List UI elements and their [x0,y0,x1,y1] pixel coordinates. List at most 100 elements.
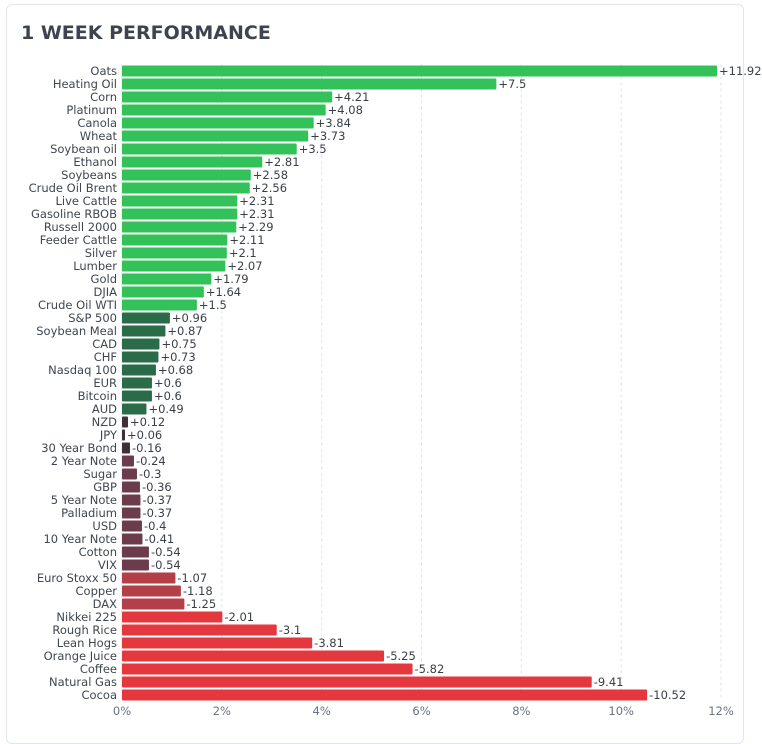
value-label: +2.11 [229,233,264,247]
value-label: -0.16 [132,441,162,455]
value-label: -0.24 [136,454,166,468]
category-label: Heating Oil [53,77,117,91]
category-label: VIX [98,558,117,572]
category-label: Feeder Cattle [40,233,117,247]
bar [122,442,130,454]
category-label: Corn [90,90,117,104]
category-label: Gold [91,272,117,286]
value-label: -0.54 [151,558,181,572]
bar [122,637,313,649]
value-label: -0.4 [144,519,166,533]
bar [122,468,137,480]
value-label: -9.41 [594,675,624,689]
category-label: Natural Gas [49,675,117,689]
bar [122,299,197,311]
bar [122,286,204,298]
category-label: Live Cattle [55,194,117,208]
category-label: Cotton [79,545,117,559]
category-label: Lean Hogs [57,636,117,650]
category-label: Nasdaq 100 [48,363,117,377]
value-label: +2.31 [239,194,274,208]
bar [122,208,238,220]
value-label: +3.73 [310,129,345,143]
value-label: +4.21 [334,90,369,104]
value-label: +0.49 [148,402,183,416]
value-label: -2.01 [224,610,254,624]
category-label: Silver [85,246,118,260]
bar [122,117,314,129]
bar [122,481,140,493]
category-label: Copper [76,584,118,598]
value-label: +2.07 [227,259,262,273]
bar [122,494,141,506]
category-label: Soybean oil [50,142,117,156]
value-label: -0.41 [144,532,174,546]
category-label: Lumber [73,259,117,273]
value-label: +0.12 [130,415,165,429]
bar [122,195,238,207]
bar [122,221,237,233]
bar [122,559,149,571]
x-tick-label: 8% [512,704,530,718]
category-label: Palladium [61,506,117,520]
value-label: +2.58 [253,168,288,182]
category-label: DJIA [93,285,117,299]
value-label: +1.5 [199,298,227,312]
chart-title: 1 WEEK PERFORMANCE [21,22,271,44]
bar [122,689,648,701]
value-label: +0.87 [167,324,202,338]
bar [122,351,159,363]
category-label: Ethanol [73,155,117,169]
x-tick-label: 6% [412,704,430,718]
category-label: EUR [93,376,117,390]
x-tick-label: 0% [113,704,131,718]
category-label: NZD [92,415,117,429]
bar [122,520,142,532]
x-tick-label: 10% [608,704,634,718]
value-label: +1.79 [213,272,248,286]
bar [122,260,226,272]
category-label: Euro Stoxx 50 [37,571,117,585]
value-label: -3.81 [314,636,344,650]
category-label: USD [92,519,117,533]
category-label: 5 Year Note [51,493,117,507]
category-label: Canola [77,116,117,130]
value-label: -5.82 [415,662,445,676]
category-label: Russell 2000 [44,220,117,234]
value-label: +2.31 [239,207,274,221]
bar [122,338,160,350]
bar [122,364,156,376]
bar [122,416,128,428]
value-label: -1.25 [186,597,216,611]
bar [122,377,152,389]
bar [122,312,170,324]
category-label: Orange Juice [44,649,117,663]
value-label: +3.84 [316,116,351,130]
bar [122,143,297,155]
value-label: -0.36 [142,480,172,494]
value-label: +0.68 [158,363,193,377]
value-label: +2.1 [229,246,257,260]
bar [122,182,250,194]
bar [122,572,176,584]
bar [122,507,141,519]
category-label: Cocoa [82,688,117,702]
bar [122,676,592,688]
bars-group [122,65,718,701]
bar [122,390,152,402]
category-label: Nikkei 225 [56,610,117,624]
value-label: +2.29 [238,220,273,234]
value-label: +0.75 [161,337,196,351]
category-label: Soybeans [61,168,117,182]
x-axis-ticks: 0% 2% 4% 6% 8% 10% 12% [113,704,734,718]
value-label: +7.5 [498,77,526,91]
bar [122,585,181,597]
bar [122,78,497,90]
value-label: +3.5 [299,142,327,156]
category-label: Coffee [80,662,117,676]
category-label: Gasoline RBOB [31,207,117,221]
category-label: GBP [93,480,117,494]
value-label: +0.06 [127,428,162,442]
